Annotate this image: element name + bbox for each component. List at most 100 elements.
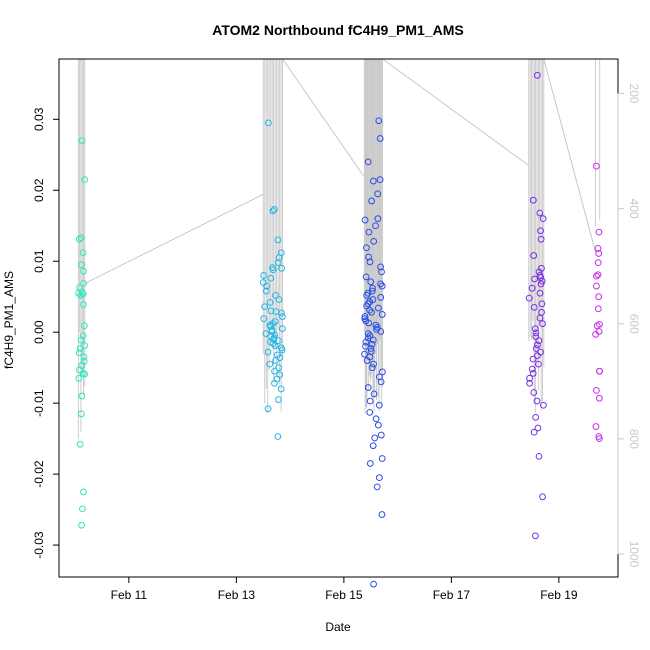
data-point — [271, 342, 279, 350]
data-point — [277, 385, 285, 393]
data-point — [275, 296, 283, 303]
data-point — [536, 314, 544, 322]
data-point — [267, 274, 275, 282]
data-point — [533, 71, 541, 79]
data-point — [526, 374, 534, 382]
data-point — [525, 294, 533, 302]
data-point — [275, 396, 282, 404]
data-point — [75, 289, 82, 297]
data-point — [364, 158, 372, 166]
data-point — [528, 284, 536, 292]
data-point — [366, 460, 374, 467]
data-point — [272, 357, 279, 364]
data-point — [375, 474, 383, 482]
y-tick-label: -0.01 — [32, 389, 46, 417]
data-point — [368, 340, 376, 348]
data-point — [266, 298, 274, 306]
data-point — [368, 364, 376, 372]
data-point — [362, 273, 370, 281]
data-point — [532, 345, 540, 352]
data-point — [278, 346, 286, 354]
data-point — [367, 278, 375, 286]
data-point — [370, 237, 378, 245]
data-point — [75, 235, 83, 243]
data-point — [362, 338, 370, 346]
data-point — [377, 328, 385, 335]
data-point — [266, 360, 274, 368]
track-bridge-line — [282, 58, 365, 178]
y-tick-label: -0.03 — [32, 531, 46, 559]
data-point — [529, 369, 537, 377]
data-point — [533, 352, 541, 360]
data-point — [376, 176, 384, 184]
x-tick-label: Feb 11 — [111, 588, 148, 602]
y-tick-label: 0.00 — [32, 320, 46, 344]
data-point — [371, 434, 379, 442]
right-tick-label: 1000 — [627, 541, 641, 568]
data-point — [592, 330, 599, 338]
data-point — [274, 236, 282, 244]
data-point — [363, 291, 371, 299]
data-point — [271, 379, 278, 387]
data-point — [370, 390, 378, 398]
track-bridge-line — [543, 58, 596, 252]
data-point — [278, 309, 285, 317]
data-point — [375, 401, 383, 409]
y-tick-label: 0.01 — [32, 249, 46, 273]
data-point — [76, 366, 83, 374]
data-point — [363, 244, 370, 252]
data-point — [377, 263, 385, 271]
data-point — [537, 235, 545, 243]
data-point — [369, 442, 377, 450]
right-tick-label: 200 — [627, 84, 641, 104]
data-point — [76, 440, 84, 448]
data-point — [81, 370, 89, 378]
data-point — [79, 249, 87, 257]
data-point — [378, 455, 386, 462]
data-point — [369, 296, 377, 303]
data-point — [530, 252, 538, 259]
data-point — [368, 197, 375, 205]
data-point — [537, 280, 545, 288]
data-point — [529, 196, 537, 204]
data-point — [531, 325, 539, 333]
data-point — [378, 311, 386, 318]
data-point — [261, 303, 269, 311]
data-point — [378, 282, 386, 290]
data-point — [374, 215, 382, 223]
data-point — [78, 392, 86, 400]
data-point — [78, 137, 86, 145]
data-point — [368, 308, 375, 316]
data-point — [274, 259, 282, 267]
data-point — [364, 384, 372, 391]
data-point — [77, 234, 85, 242]
data-point — [75, 349, 83, 357]
x-tick-label: Feb 17 — [433, 588, 471, 602]
data-point — [594, 271, 602, 279]
data-point — [269, 207, 277, 215]
data-point — [532, 532, 539, 540]
track-bridge-line — [84, 193, 264, 284]
x-tick-label: Feb 19 — [540, 588, 578, 602]
data-point — [529, 355, 537, 363]
x-axis-label: Date — [325, 620, 351, 634]
data-point — [80, 267, 87, 275]
data-point — [378, 511, 386, 518]
data-point — [534, 424, 542, 432]
data-point — [594, 305, 602, 313]
data-point — [262, 330, 270, 338]
y-tick-label: -0.02 — [32, 460, 46, 488]
data-point — [260, 315, 268, 323]
data-point — [366, 258, 374, 266]
data-point — [278, 264, 286, 272]
data-point — [594, 259, 602, 267]
data-point — [278, 313, 286, 320]
data-point — [377, 378, 385, 386]
data-point — [532, 413, 540, 421]
right-tick-label: 400 — [627, 199, 641, 219]
data-point — [595, 228, 603, 236]
x-tick-label: Feb 13 — [218, 588, 256, 602]
data-point — [375, 117, 383, 125]
data-point — [274, 433, 282, 440]
